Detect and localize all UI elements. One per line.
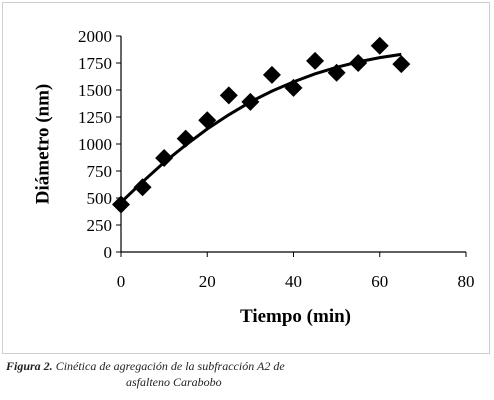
y-axis-title: Diámetro (nm) — [32, 84, 53, 204]
data-point — [306, 51, 325, 70]
data-point — [133, 178, 152, 197]
figure-caption: Figura 2. Cinética de agregación de la s… — [6, 358, 376, 390]
axes — [116, 35, 467, 257]
y-tick-label: 750 — [87, 162, 113, 181]
y-tick-label: 1250 — [78, 108, 112, 127]
data-point — [155, 149, 174, 168]
data-point — [198, 111, 217, 130]
y-tick-label: 500 — [87, 189, 113, 208]
chart-frame — [2, 2, 490, 354]
data-points — [112, 36, 411, 214]
data-point — [219, 86, 238, 105]
y-tick-label: 2000 — [78, 27, 112, 46]
data-point — [392, 55, 411, 74]
data-point — [349, 54, 368, 72]
y-tick-label: 0 — [104, 243, 113, 262]
data-point — [262, 65, 281, 84]
y-tick-label: 250 — [87, 216, 113, 235]
data-point — [370, 36, 389, 55]
x-tick-label: 60 — [371, 272, 388, 291]
y-tick-label: 1000 — [78, 135, 112, 154]
data-point — [112, 195, 130, 214]
x-tick-label: 20 — [199, 272, 216, 291]
caption-line-2: asfalteno Carabobo — [126, 375, 222, 389]
x-tick-label: 0 — [117, 272, 126, 291]
data-point — [327, 63, 346, 82]
y-tick-label: 1750 — [78, 54, 112, 73]
caption-label: Figura 2. — [6, 359, 53, 373]
caption-line-1: Cinética de agregación de la subfracción… — [52, 359, 285, 373]
trendline — [119, 52, 402, 204]
y-tick-label: 1500 — [78, 81, 112, 100]
data-point — [241, 92, 260, 111]
x-tick-label: 40 — [285, 272, 302, 291]
data-point — [176, 129, 195, 148]
x-tick-label: 80 — [458, 272, 475, 291]
x-axis-title: Tiempo (min) — [240, 306, 351, 327]
data-point — [284, 78, 303, 97]
tick-labels: 0 250 500 750 1000 1250 1500 1750 2000 0 20 40 60 80 — [78, 27, 475, 291]
